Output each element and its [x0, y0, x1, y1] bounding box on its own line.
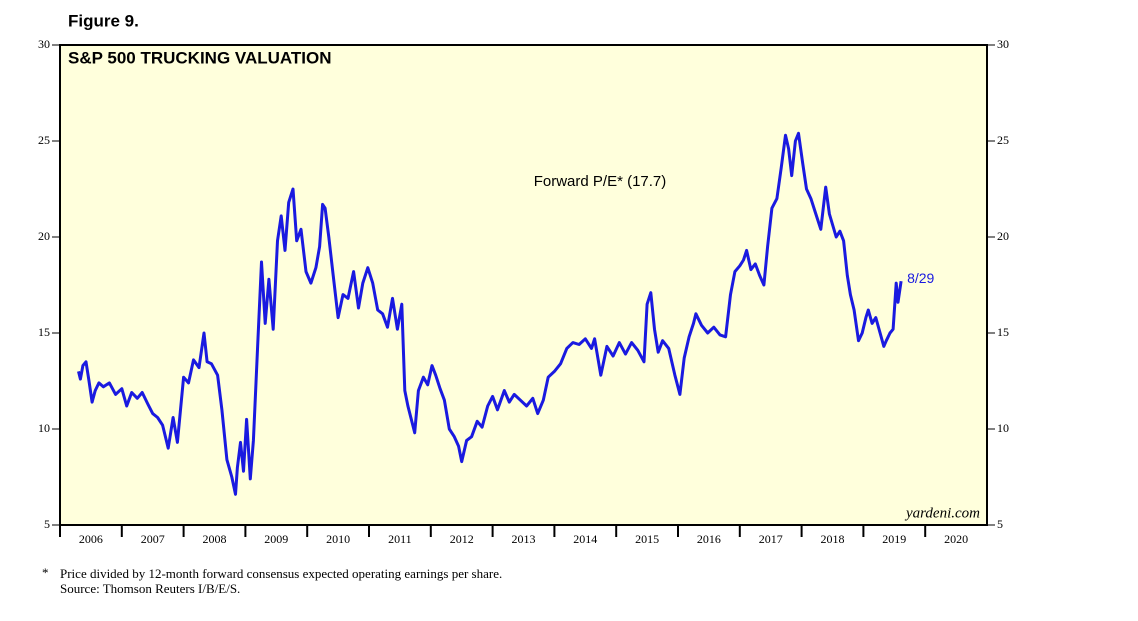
end-label: 8/29	[907, 270, 934, 286]
y-tick-label: 30	[38, 37, 50, 51]
chart-title: S&P 500 TRUCKING VALUATION	[68, 48, 332, 67]
watermark: yardeni.com	[904, 505, 980, 521]
x-tick-label: 2012	[450, 532, 474, 546]
x-tick-label: 2017	[759, 532, 783, 546]
x-tick-label: 2006	[79, 532, 103, 546]
y2-tick-label: 5	[997, 517, 1003, 531]
y-tick-label: 15	[38, 325, 50, 339]
y-tick-label: 25	[38, 133, 50, 147]
y-tick-label: 20	[38, 229, 50, 243]
x-tick-label: 2008	[203, 532, 227, 546]
x-tick-label: 2013	[512, 532, 536, 546]
y2-tick-label: 20	[997, 229, 1009, 243]
x-tick-label: 2016	[697, 532, 721, 546]
plot-area	[60, 45, 987, 525]
x-tick-label: 2009	[264, 532, 288, 546]
y2-tick-label: 10	[997, 421, 1009, 435]
footnote-marker: *	[42, 565, 49, 580]
x-tick-label: 2007	[141, 532, 165, 546]
y-tick-label: 5	[44, 517, 50, 531]
annotation: Forward P/E* (17.7)	[534, 173, 667, 190]
y2-tick-label: 25	[997, 133, 1009, 147]
figure-label: Figure 9.	[68, 11, 139, 30]
x-tick-label: 2011	[388, 532, 412, 546]
y2-tick-label: 15	[997, 325, 1009, 339]
y2-tick-label: 30	[997, 37, 1009, 51]
series-line	[77, 131, 903, 496]
x-tick-label: 2014	[573, 532, 597, 546]
x-tick-label: 2018	[821, 532, 845, 546]
x-tick-label: 2019	[882, 532, 906, 546]
y-tick-label: 10	[38, 421, 50, 435]
source: Source: Thomson Reuters I/B/E/S.	[60, 581, 240, 596]
x-tick-label: 2015	[635, 532, 659, 546]
x-tick-label: 2020	[944, 532, 968, 546]
x-tick-label: 2010	[326, 532, 350, 546]
footnote: Price divided by 12-month forward consen…	[60, 566, 502, 581]
plot-frame	[59, 44, 988, 526]
